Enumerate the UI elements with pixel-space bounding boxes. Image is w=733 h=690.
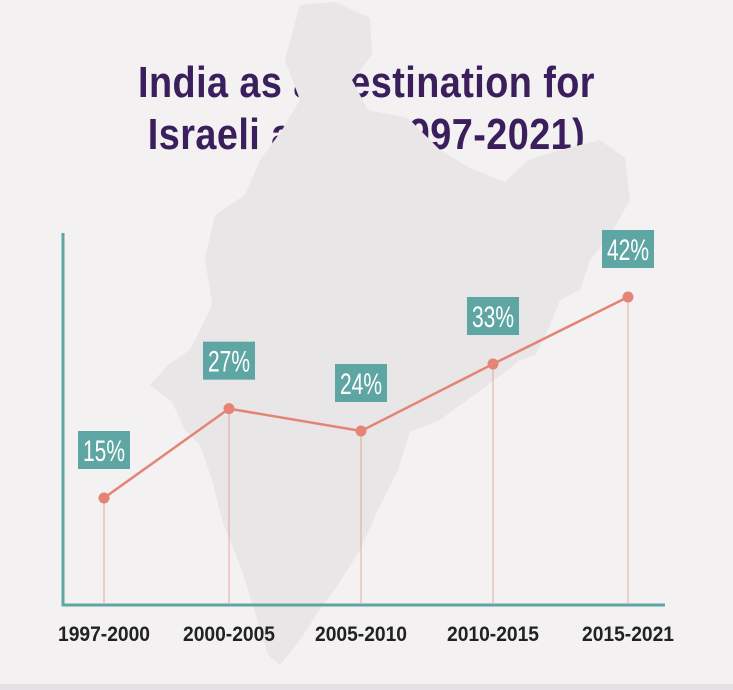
india-map-silhouette xyxy=(150,2,630,665)
x-tick-label: 1997-2000 xyxy=(58,623,150,646)
chart-title-line-1: India as a destination for xyxy=(138,58,595,108)
data-label-box xyxy=(602,230,654,268)
data-label-text: 27% xyxy=(208,346,250,379)
data-label-text: 42% xyxy=(607,234,649,267)
data-label: 15% xyxy=(78,431,130,469)
data-label-box xyxy=(78,431,130,469)
data-label: 27% xyxy=(203,341,255,380)
data-label-text: 33% xyxy=(472,301,514,334)
data-label-text: 24% xyxy=(340,368,382,401)
chart-axes xyxy=(61,233,665,607)
x-tick-label: 2005-2010 xyxy=(315,623,407,646)
bottom-band xyxy=(0,684,733,690)
data-label-box xyxy=(335,364,387,402)
data-point xyxy=(355,425,367,437)
x-tick-label: 2010-2015 xyxy=(447,623,539,646)
data-label-box xyxy=(467,297,519,335)
x-tick-label: 2015-2021 xyxy=(582,623,674,646)
data-label: 24% xyxy=(335,364,387,402)
data-label-text: 15% xyxy=(83,435,125,468)
data-label: 33% xyxy=(467,297,519,335)
x-tick-label: 2000-2005 xyxy=(183,623,275,646)
data-point xyxy=(223,403,235,415)
data-points xyxy=(98,291,634,504)
x-tick-labels: 1997-2000 2000-2005 2005-2010 2010-2015 2015… xyxy=(58,623,674,646)
data-label: 42% xyxy=(602,230,654,268)
data-point xyxy=(622,291,634,303)
map-silhouette-shape xyxy=(150,2,630,665)
data-point xyxy=(487,358,499,370)
data-point xyxy=(98,492,110,504)
drop-lines xyxy=(103,297,629,603)
data-labels: 15% 27% 24% 33% 42% xyxy=(78,230,654,469)
data-label-box xyxy=(203,341,255,380)
